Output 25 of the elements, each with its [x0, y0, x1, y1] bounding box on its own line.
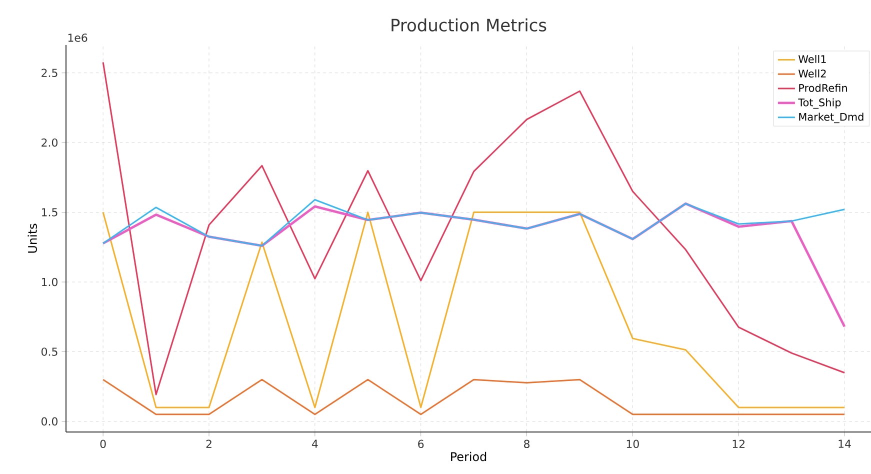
x-axis-title: Period — [451, 452, 486, 462]
x-tick-label: 0 — [100, 440, 106, 448]
y-tick-label: 0.0 — [42, 417, 58, 426]
x-tick-label: 2 — [206, 440, 212, 448]
x-tick-label: 4 — [312, 440, 318, 448]
y-tick-label: 0.5 — [42, 348, 58, 356]
x-tick-label: 8 — [524, 440, 530, 448]
y-axis-title: Units — [28, 224, 37, 253]
y-tick-label: 1.5 — [42, 208, 58, 216]
legend-label: Market_Dmd — [799, 112, 864, 124]
x-tick-label: 14 — [838, 440, 851, 448]
legend-label: Well2 — [798, 69, 826, 78]
x-tick-label: 6 — [418, 440, 424, 448]
y-tick-label: 1.0 — [42, 278, 58, 286]
y-tick-label: 2.5 — [42, 68, 58, 78]
line-series — [102, 198, 846, 246]
legend-label: ProdRefin — [799, 84, 847, 92]
text: 1e6 — [68, 34, 88, 42]
legend-label: Well1 — [798, 54, 826, 64]
chart-title: Production Metrics — [392, 18, 546, 32]
x-tick-label: 12 — [732, 440, 744, 448]
line-series — [102, 202, 846, 328]
y-tick-label: 2.0 — [42, 138, 58, 147]
legend-label: Tot_Ship — [798, 98, 841, 109]
x-tick-label: 10 — [626, 440, 639, 448]
